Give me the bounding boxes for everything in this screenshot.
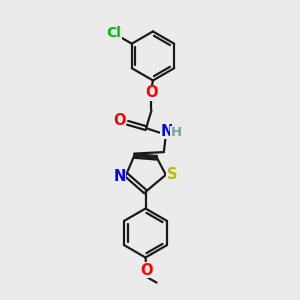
Text: O: O bbox=[113, 113, 125, 128]
Text: N: N bbox=[113, 169, 126, 184]
Text: N: N bbox=[160, 124, 172, 139]
Text: H: H bbox=[171, 127, 182, 140]
Text: Cl: Cl bbox=[106, 26, 121, 40]
Text: O: O bbox=[140, 262, 152, 278]
Text: O: O bbox=[145, 85, 158, 100]
Text: S: S bbox=[167, 167, 178, 182]
